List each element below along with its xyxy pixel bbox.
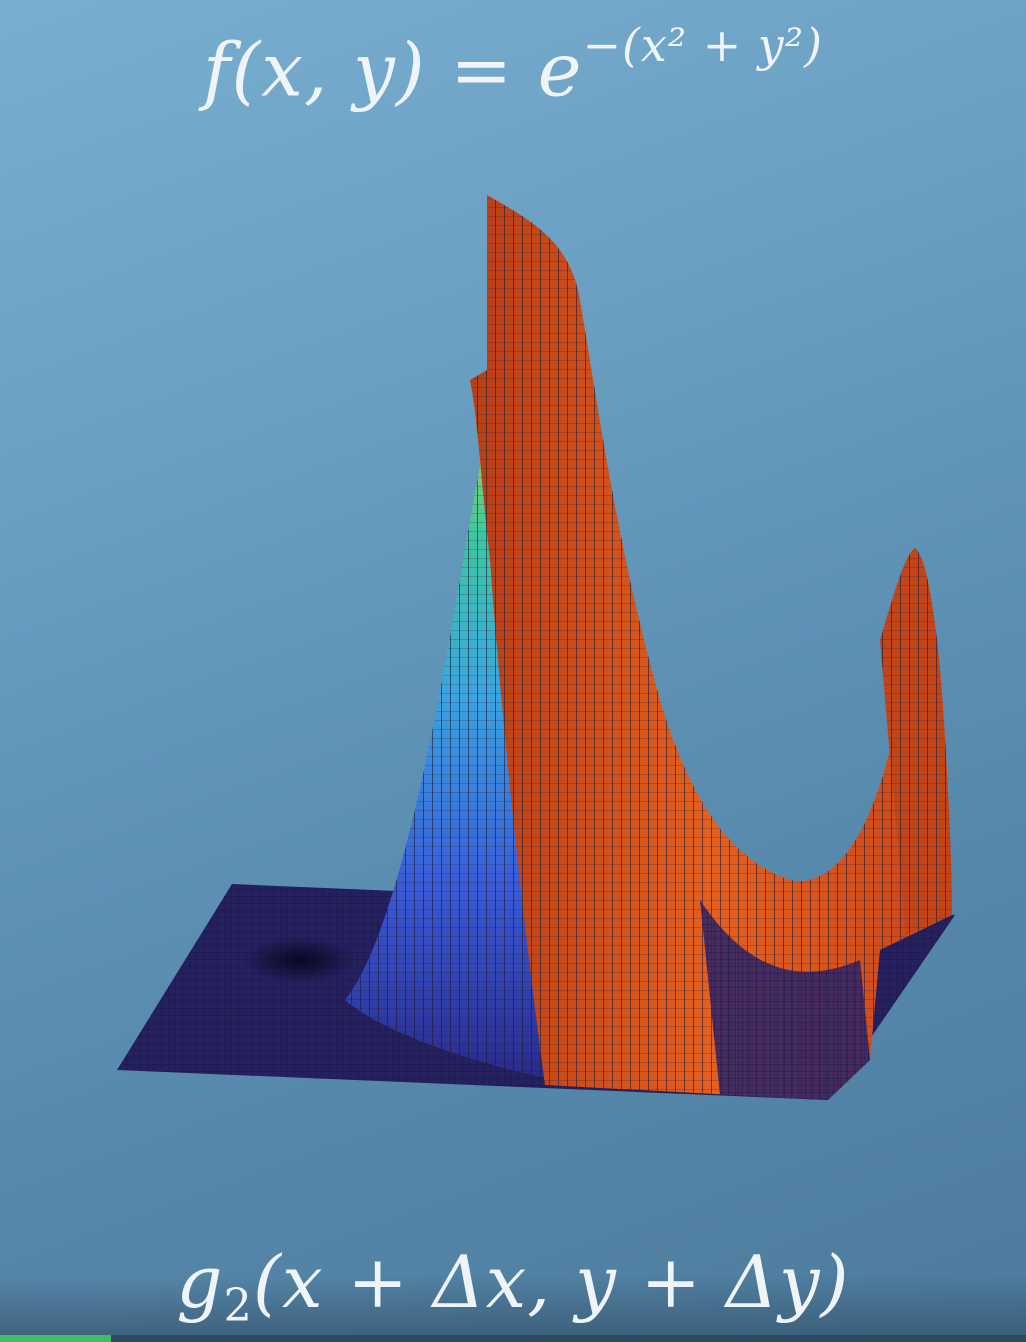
formula-f-lhs: f(x, y) = e — [203, 27, 583, 114]
formula-g2-name: g — [176, 1240, 224, 1324]
formula-g2-args: (x + Δx, y + Δy) — [252, 1240, 850, 1324]
bottom-shadow-band — [0, 1275, 1026, 1335]
secondary-peak — [880, 548, 952, 935]
shifted-surface-main — [470, 195, 952, 1100]
formula-g2: g2(x + Δx, y + Δy) — [0, 1240, 1026, 1331]
formula-g2-subscript: 2 — [223, 1279, 253, 1332]
formula-f-exponent: −(x² + y²) — [582, 18, 823, 72]
video-progress-bar[interactable] — [0, 1335, 1026, 1342]
video-progress-fill — [0, 1335, 111, 1342]
formula-f: f(x, y) = e−(x² + y²) — [0, 18, 1026, 113]
valley-shadow — [700, 900, 870, 1100]
